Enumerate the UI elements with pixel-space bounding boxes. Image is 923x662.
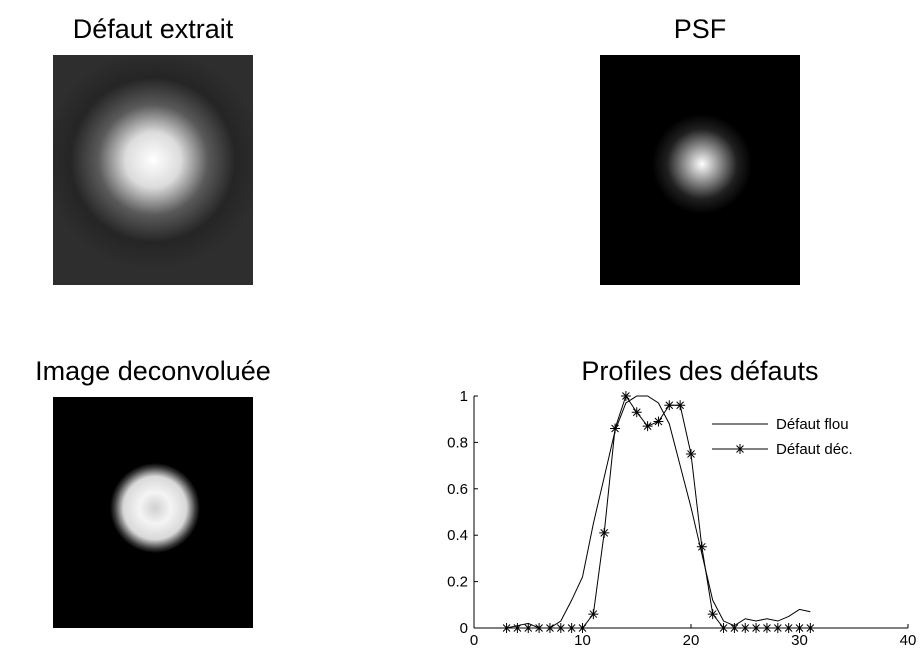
marker	[534, 623, 545, 633]
marker	[707, 609, 718, 620]
y-tick-label: 0.2	[447, 574, 468, 591]
y-tick-label: 0.8	[447, 434, 468, 451]
marker	[642, 421, 653, 432]
x-tick-label: 10	[574, 632, 591, 649]
marker	[729, 623, 740, 633]
marker	[653, 416, 664, 427]
image-psf	[600, 55, 800, 285]
legend-label: Défaut flou	[776, 416, 849, 433]
marker	[523, 623, 534, 633]
marker	[566, 623, 577, 633]
y-tick-label: 0	[460, 620, 468, 637]
panel-title: Défaut extrait	[73, 14, 234, 44]
marker	[512, 623, 523, 633]
marker	[696, 541, 707, 552]
marker	[610, 423, 621, 434]
y-tick-label: 1	[460, 388, 468, 405]
panel-title: PSF	[674, 14, 727, 44]
marker	[664, 400, 675, 411]
marker	[751, 623, 762, 633]
marker	[686, 449, 696, 459]
chart-title: Profiles des défauts	[581, 356, 818, 386]
y-tick-label: 0.6	[447, 481, 468, 498]
marker	[794, 623, 805, 633]
series-line	[506, 395, 811, 629]
marker	[577, 623, 588, 633]
marker	[501, 623, 512, 633]
marker	[783, 623, 794, 633]
legend-label: Défaut déc.	[776, 441, 853, 458]
image-extracted	[53, 55, 253, 285]
image-deconvolved	[53, 397, 253, 628]
x-tick-label: 40	[900, 632, 917, 649]
marker	[805, 623, 816, 633]
marker	[740, 623, 751, 633]
x-tick-label: 20	[683, 632, 700, 649]
marker	[555, 623, 566, 633]
marker	[620, 391, 631, 401]
legend-marker	[735, 444, 745, 454]
marker	[599, 527, 610, 538]
marker	[631, 407, 642, 418]
panel-title: Image deconvoluée	[35, 356, 271, 386]
marker	[772, 623, 783, 633]
marker	[718, 623, 729, 633]
marker	[675, 400, 686, 411]
marker	[761, 623, 772, 633]
x-tick-label: 0	[470, 632, 478, 649]
marker	[544, 623, 555, 633]
marker	[588, 609, 599, 620]
series-line	[506, 394, 811, 629]
x-tick-label: 30	[791, 632, 808, 649]
y-tick-label: 0.4	[447, 527, 468, 544]
